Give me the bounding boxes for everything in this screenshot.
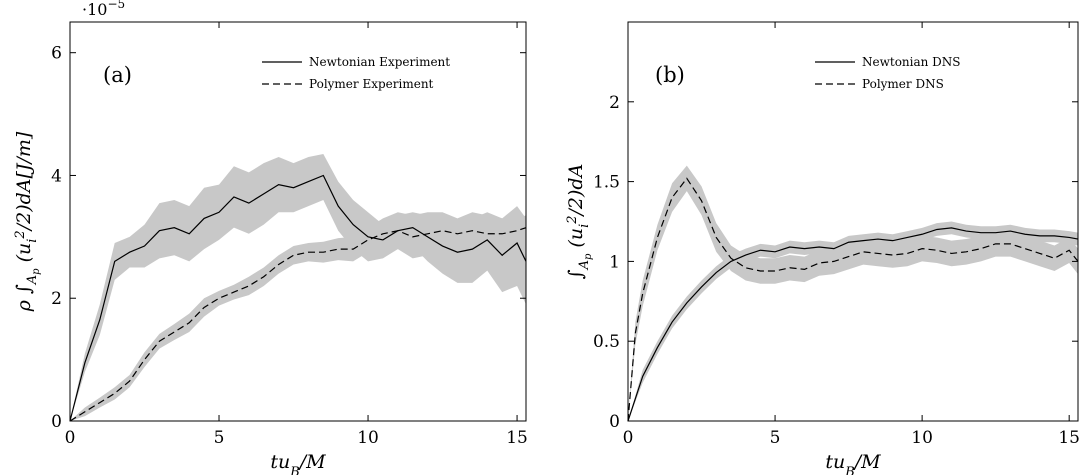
series-line-2 <box>627 177 1079 422</box>
series-band-2 <box>628 165 1078 421</box>
y-tick-label: 2 <box>51 289 62 309</box>
x-axis-label: tuB/M <box>270 451 326 475</box>
y-axis-label: ∫Ap (ui2/2)dA <box>565 164 594 280</box>
legend-label-1: Newtonian DNS <box>862 55 961 69</box>
y-axis-label: ρ ∫Ap (ui2/2)dA[J/m] <box>13 131 42 312</box>
legend-label-2: Polymer DNS <box>862 77 944 91</box>
y-tick-label: 0 <box>609 412 620 432</box>
panel-label: (b) <box>655 63 685 87</box>
x-axis-label: tuB/M <box>825 451 881 475</box>
plot-frame <box>627 21 1079 422</box>
y-tick-label: 0 <box>51 412 62 432</box>
x-tick-label: 0 <box>623 428 634 448</box>
y-tick-label: 2 <box>609 93 620 113</box>
x-tick-label: 5 <box>770 428 781 448</box>
y-tick-label: 6 <box>51 44 62 64</box>
y-exponent-label: ·10−5 <box>82 0 125 19</box>
y-tick-label: 1 <box>609 252 620 272</box>
panel-label: (a) <box>103 63 132 87</box>
y-tick-label: 1.5 <box>593 173 620 193</box>
legend-label-1: Newtonian Experiment <box>309 55 450 69</box>
plot-frame <box>69 21 527 422</box>
y-tick-label: 0.5 <box>593 332 620 352</box>
series-band-1 <box>70 153 526 421</box>
legend-label-2: Polymer Experiment <box>309 77 434 91</box>
y-tick-label: 4 <box>51 166 62 186</box>
series-line-2 <box>69 227 527 422</box>
series-line-1 <box>69 174 527 422</box>
x-tick-label: 10 <box>357 428 379 448</box>
x-tick-label: 15 <box>506 428 528 448</box>
series-line-1 <box>627 227 1079 422</box>
panel-a: 0 5 10 15 0 2 4 6 tuB/M ρ ∫Ap (ui2/2)dA[J/m] ·10−5… <box>13 0 528 475</box>
x-tick-label: 5 <box>214 428 225 448</box>
x-tick-label: 0 <box>65 428 76 448</box>
x-tick-label: 15 <box>1058 428 1080 448</box>
x-tick-label: 10 <box>911 428 933 448</box>
panel-b: 0 5 10 15 0 0.5 1 1.5 2 tuB/M ∫Ap (ui2/2)dA (b) Newt… <box>565 21 1080 475</box>
